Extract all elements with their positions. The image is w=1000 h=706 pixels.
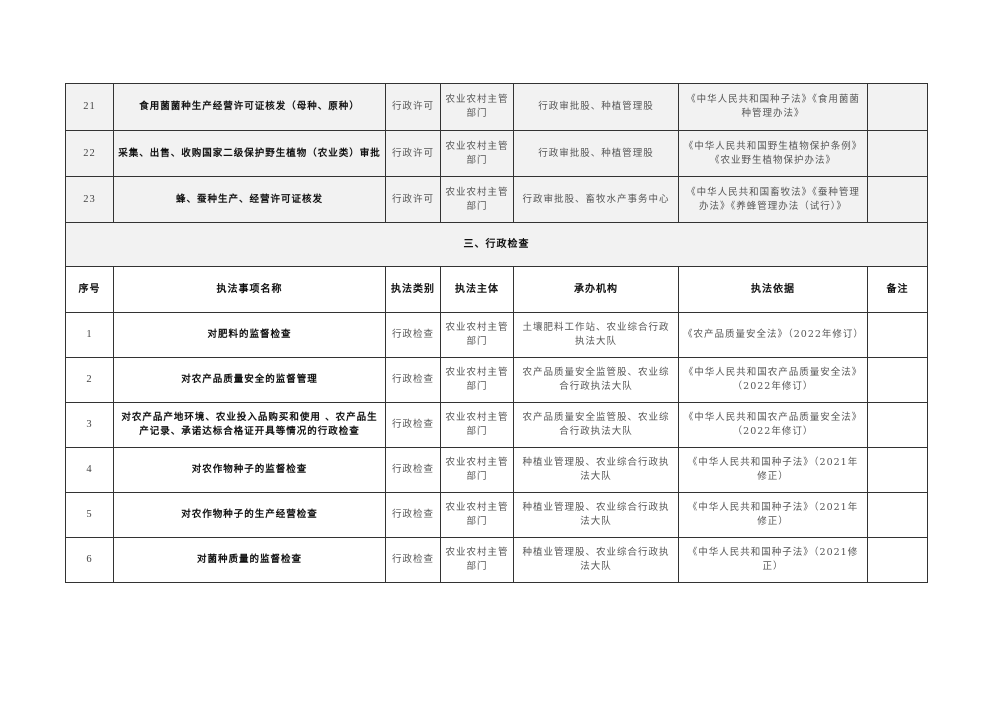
cell-subject: 农业农村主管部门 xyxy=(440,492,514,538)
table-row: 2 对农产品质量安全的监督管理 行政检查 农业农村主管部门 农产品质量安全监管股、农业综… xyxy=(65,357,928,403)
cell-subject: 农业农村主管部门 xyxy=(440,176,514,223)
cell-type: 行政检查 xyxy=(385,537,441,583)
cell-subject: 农业农村主管部门 xyxy=(440,357,514,403)
header-subject: 执法主体 xyxy=(440,266,514,313)
cell-agency: 土壤肥料工作站、农业综合行政执法大队 xyxy=(513,312,679,358)
cell-agency: 种植业管理股、农业综合行政执法大队 xyxy=(513,447,679,493)
cell-no: 1 xyxy=(65,312,114,358)
cell-no: 21 xyxy=(65,83,114,131)
cell-name: 对农作物种子的监督检查 xyxy=(113,447,386,493)
cell-subject: 农业农村主管部门 xyxy=(440,130,514,177)
cell-note xyxy=(867,312,928,358)
cell-basis: 《中华人民共和国农产品质量安全法》（2022年修订） xyxy=(678,402,868,448)
cell-subject: 农业农村主管部门 xyxy=(440,312,514,358)
cell-agency: 农产品质量安全监管股、农业综合行政执法大队 xyxy=(513,357,679,403)
law-enforcement-table: 21 食用菌菌种生产经营许可证核发（母种、原种） 行政许可 农业农村主管部门 行政审批股… xyxy=(65,83,928,583)
cell-name: 采集、出售、收购国家二级保护野生植物（农业类）审批 xyxy=(113,130,386,177)
cell-no: 23 xyxy=(65,176,114,223)
cell-agency: 行政审批股、种植管理股 xyxy=(513,83,679,131)
table-row: 23 蜂、蚕种生产、经营许可证核发 行政许可 农业农村主管部门 行政审批股、畜牧水产事务… xyxy=(65,176,928,223)
cell-type: 行政检查 xyxy=(385,357,441,403)
cell-name: 蜂、蚕种生产、经营许可证核发 xyxy=(113,176,386,223)
cell-no: 3 xyxy=(65,402,114,448)
table-row: 4 对农作物种子的监督检查 行政检查 农业农村主管部门 种植业管理股、农业综合行政执法大… xyxy=(65,447,928,493)
cell-subject: 农业农村主管部门 xyxy=(440,83,514,131)
cell-note xyxy=(867,83,928,131)
cell-note xyxy=(867,537,928,583)
cell-type: 行政检查 xyxy=(385,447,441,493)
cell-type: 行政许可 xyxy=(385,176,441,223)
cell-no: 22 xyxy=(65,130,114,177)
table-row: 1 对肥料的监督检查 行政检查 农业农村主管部门 土壤肥料工作站、农业综合行政执法大队《… xyxy=(65,312,928,358)
cell-subject: 农业农村主管部门 xyxy=(440,537,514,583)
cell-note xyxy=(867,402,928,448)
cell-no: 6 xyxy=(65,537,114,583)
cell-note xyxy=(867,357,928,403)
cell-note xyxy=(867,176,928,223)
cell-agency: 种植业管理股、农业综合行政执法大队 xyxy=(513,492,679,538)
header-row: 序号 执法事项名称 执法类别 执法主体 承办机构 执法依据 备注 xyxy=(65,266,928,313)
cell-note xyxy=(867,447,928,493)
cell-type: 行政检查 xyxy=(385,402,441,448)
header-no: 序号 xyxy=(65,266,114,313)
cell-agency: 行政审批股、种植管理股 xyxy=(513,130,679,177)
table-row: 22 采集、出售、收购国家二级保护野生植物（农业类）审批 行政许可 农业农村主管部门行… xyxy=(65,130,928,177)
cell-name: 对农作物种子的生产经营检查 xyxy=(113,492,386,538)
header-agency: 承办机构 xyxy=(513,266,679,313)
cell-type: 行政许可 xyxy=(385,83,441,131)
header-note: 备注 xyxy=(867,266,928,313)
cell-basis: 《中华人民共和国种子法》（2021年修正） xyxy=(678,447,868,493)
section-title-row: 三、行政检查 xyxy=(65,222,928,267)
cell-name: 对农产品产地环境、农业投入品购买和使用 、农产品生产记录、承诺达标合格证开具等情… xyxy=(113,402,386,448)
cell-basis: 《中华人民共和国种子法》（2021年修正） xyxy=(678,492,868,538)
cell-basis: 《中华人民共和国农产品质量安全法》（2022年修订） xyxy=(678,357,868,403)
cell-basis: 《中华人民共和国种子法》（2021修正） xyxy=(678,537,868,583)
cell-basis: 《中华人民共和国畜牧法》《蚕种管理办法》《养蜂管理办法（试行）》 xyxy=(678,176,868,223)
table-row: 6 对菌种质量的监督检查 行政检查 农业农村主管部门 种植业管理股、农业综合行政执法大队… xyxy=(65,537,928,583)
table-row: 3 对农产品产地环境、农业投入品购买和使用 、农产品生产记录、承诺达标合格证开具等… xyxy=(65,402,928,448)
cell-no: 4 xyxy=(65,447,114,493)
cell-subject: 农业农村主管部门 xyxy=(440,402,514,448)
table-row: 21 食用菌菌种生产经营许可证核发（母种、原种） 行政许可 农业农村主管部门 行政审批股… xyxy=(65,83,928,131)
section-title: 三、行政检查 xyxy=(65,222,928,267)
cell-agency: 行政审批股、畜牧水产事务中心 xyxy=(513,176,679,223)
cell-note xyxy=(867,492,928,538)
cell-no: 2 xyxy=(65,357,114,403)
cell-name: 对菌种质量的监督检查 xyxy=(113,537,386,583)
cell-basis: 《农产品质量安全法》（2022年修订） xyxy=(678,312,868,358)
cell-basis: 《中华人民共和国野生植物保护条例》《农业野生植物保护办法》 xyxy=(678,130,868,177)
cell-basis: 《中华人民共和国种子法》《食用菌菌种管理办法》 xyxy=(678,83,868,131)
cell-type: 行政许可 xyxy=(385,130,441,177)
header-type: 执法类别 xyxy=(385,266,441,313)
cell-no: 5 xyxy=(65,492,114,538)
cell-type: 行政检查 xyxy=(385,312,441,358)
cell-note xyxy=(867,130,928,177)
header-basis: 执法依据 xyxy=(678,266,868,313)
table-row: 5 对农作物种子的生产经营检查 行政检查 农业农村主管部门 种植业管理股、农业综合行政执… xyxy=(65,492,928,538)
cell-name: 食用菌菌种生产经营许可证核发（母种、原种） xyxy=(113,83,386,131)
cell-subject: 农业农村主管部门 xyxy=(440,447,514,493)
header-name: 执法事项名称 xyxy=(113,266,386,313)
cell-agency: 农产品质量安全监管股、农业综合行政执法大队 xyxy=(513,402,679,448)
cell-name: 对农产品质量安全的监督管理 xyxy=(113,357,386,403)
cell-agency: 种植业管理股、农业综合行政执法大队 xyxy=(513,537,679,583)
cell-name: 对肥料的监督检查 xyxy=(113,312,386,358)
cell-type: 行政检查 xyxy=(385,492,441,538)
